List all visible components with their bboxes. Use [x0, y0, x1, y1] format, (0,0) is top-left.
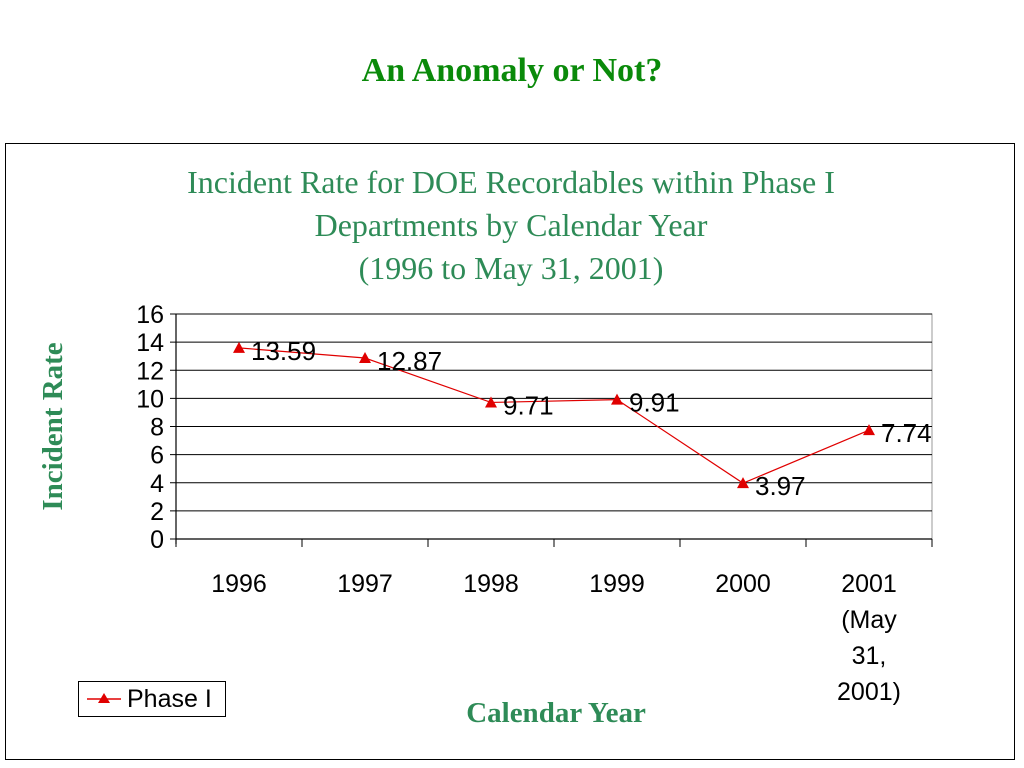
data-point-marker [233, 341, 245, 353]
chart-frame: Incident Rate for DOE Recordables within… [5, 143, 1015, 760]
x-tick-label: 2001 (May 31, 2001) [837, 570, 901, 706]
chart-title-line: Departments by Calendar Year [314, 207, 708, 243]
data-label: 9.71 [503, 390, 554, 420]
y-tick-label: 4 [150, 470, 164, 498]
data-label: 13.59 [251, 336, 316, 366]
y-tick-label: 16 [136, 301, 164, 329]
data-label: 3.97 [755, 471, 806, 501]
chart-title-line: Incident Rate for DOE Recordables within… [187, 164, 835, 200]
legend-label-phase-i: Phase I [127, 684, 212, 713]
y-tick-label: 0 [150, 526, 164, 554]
data-label: 7.74 [881, 418, 932, 448]
data-point-marker [863, 424, 875, 436]
series-line [238, 347, 870, 484]
y-tick-label: 10 [136, 385, 164, 413]
y-axis-title: Incident Rate [37, 342, 69, 510]
y-tick-label: 12 [136, 357, 164, 385]
y-tick-label: 8 [150, 414, 164, 442]
x-tick-label: 1996 [211, 570, 267, 598]
chart-title: Incident Rate for DOE Recordables within… [6, 161, 1016, 290]
data-point-marker [359, 352, 371, 364]
x-axis-title: Calendar Year [466, 697, 646, 729]
data-label: 12.87 [377, 346, 442, 376]
data-label: 9.91 [629, 388, 680, 418]
y-tick-label: 6 [150, 442, 164, 470]
x-tick-label: 1998 [463, 570, 519, 598]
legend: Phase I [78, 681, 226, 717]
x-tick-label: 1997 [337, 570, 393, 598]
y-tick-label: 14 [136, 329, 164, 357]
chart-title-line: (1996 to May 31, 2001) [358, 250, 664, 286]
data-point-marker [485, 396, 497, 408]
x-tick-label: 2000 [715, 570, 771, 598]
y-tick-label: 2 [150, 498, 164, 526]
data-point-marker [611, 393, 623, 405]
x-tick-label: 1999 [589, 570, 645, 598]
slide-title: An Anomaly or Not? [361, 52, 663, 89]
data-point-marker [737, 477, 749, 489]
legend-series-marker-icon [87, 693, 121, 703]
